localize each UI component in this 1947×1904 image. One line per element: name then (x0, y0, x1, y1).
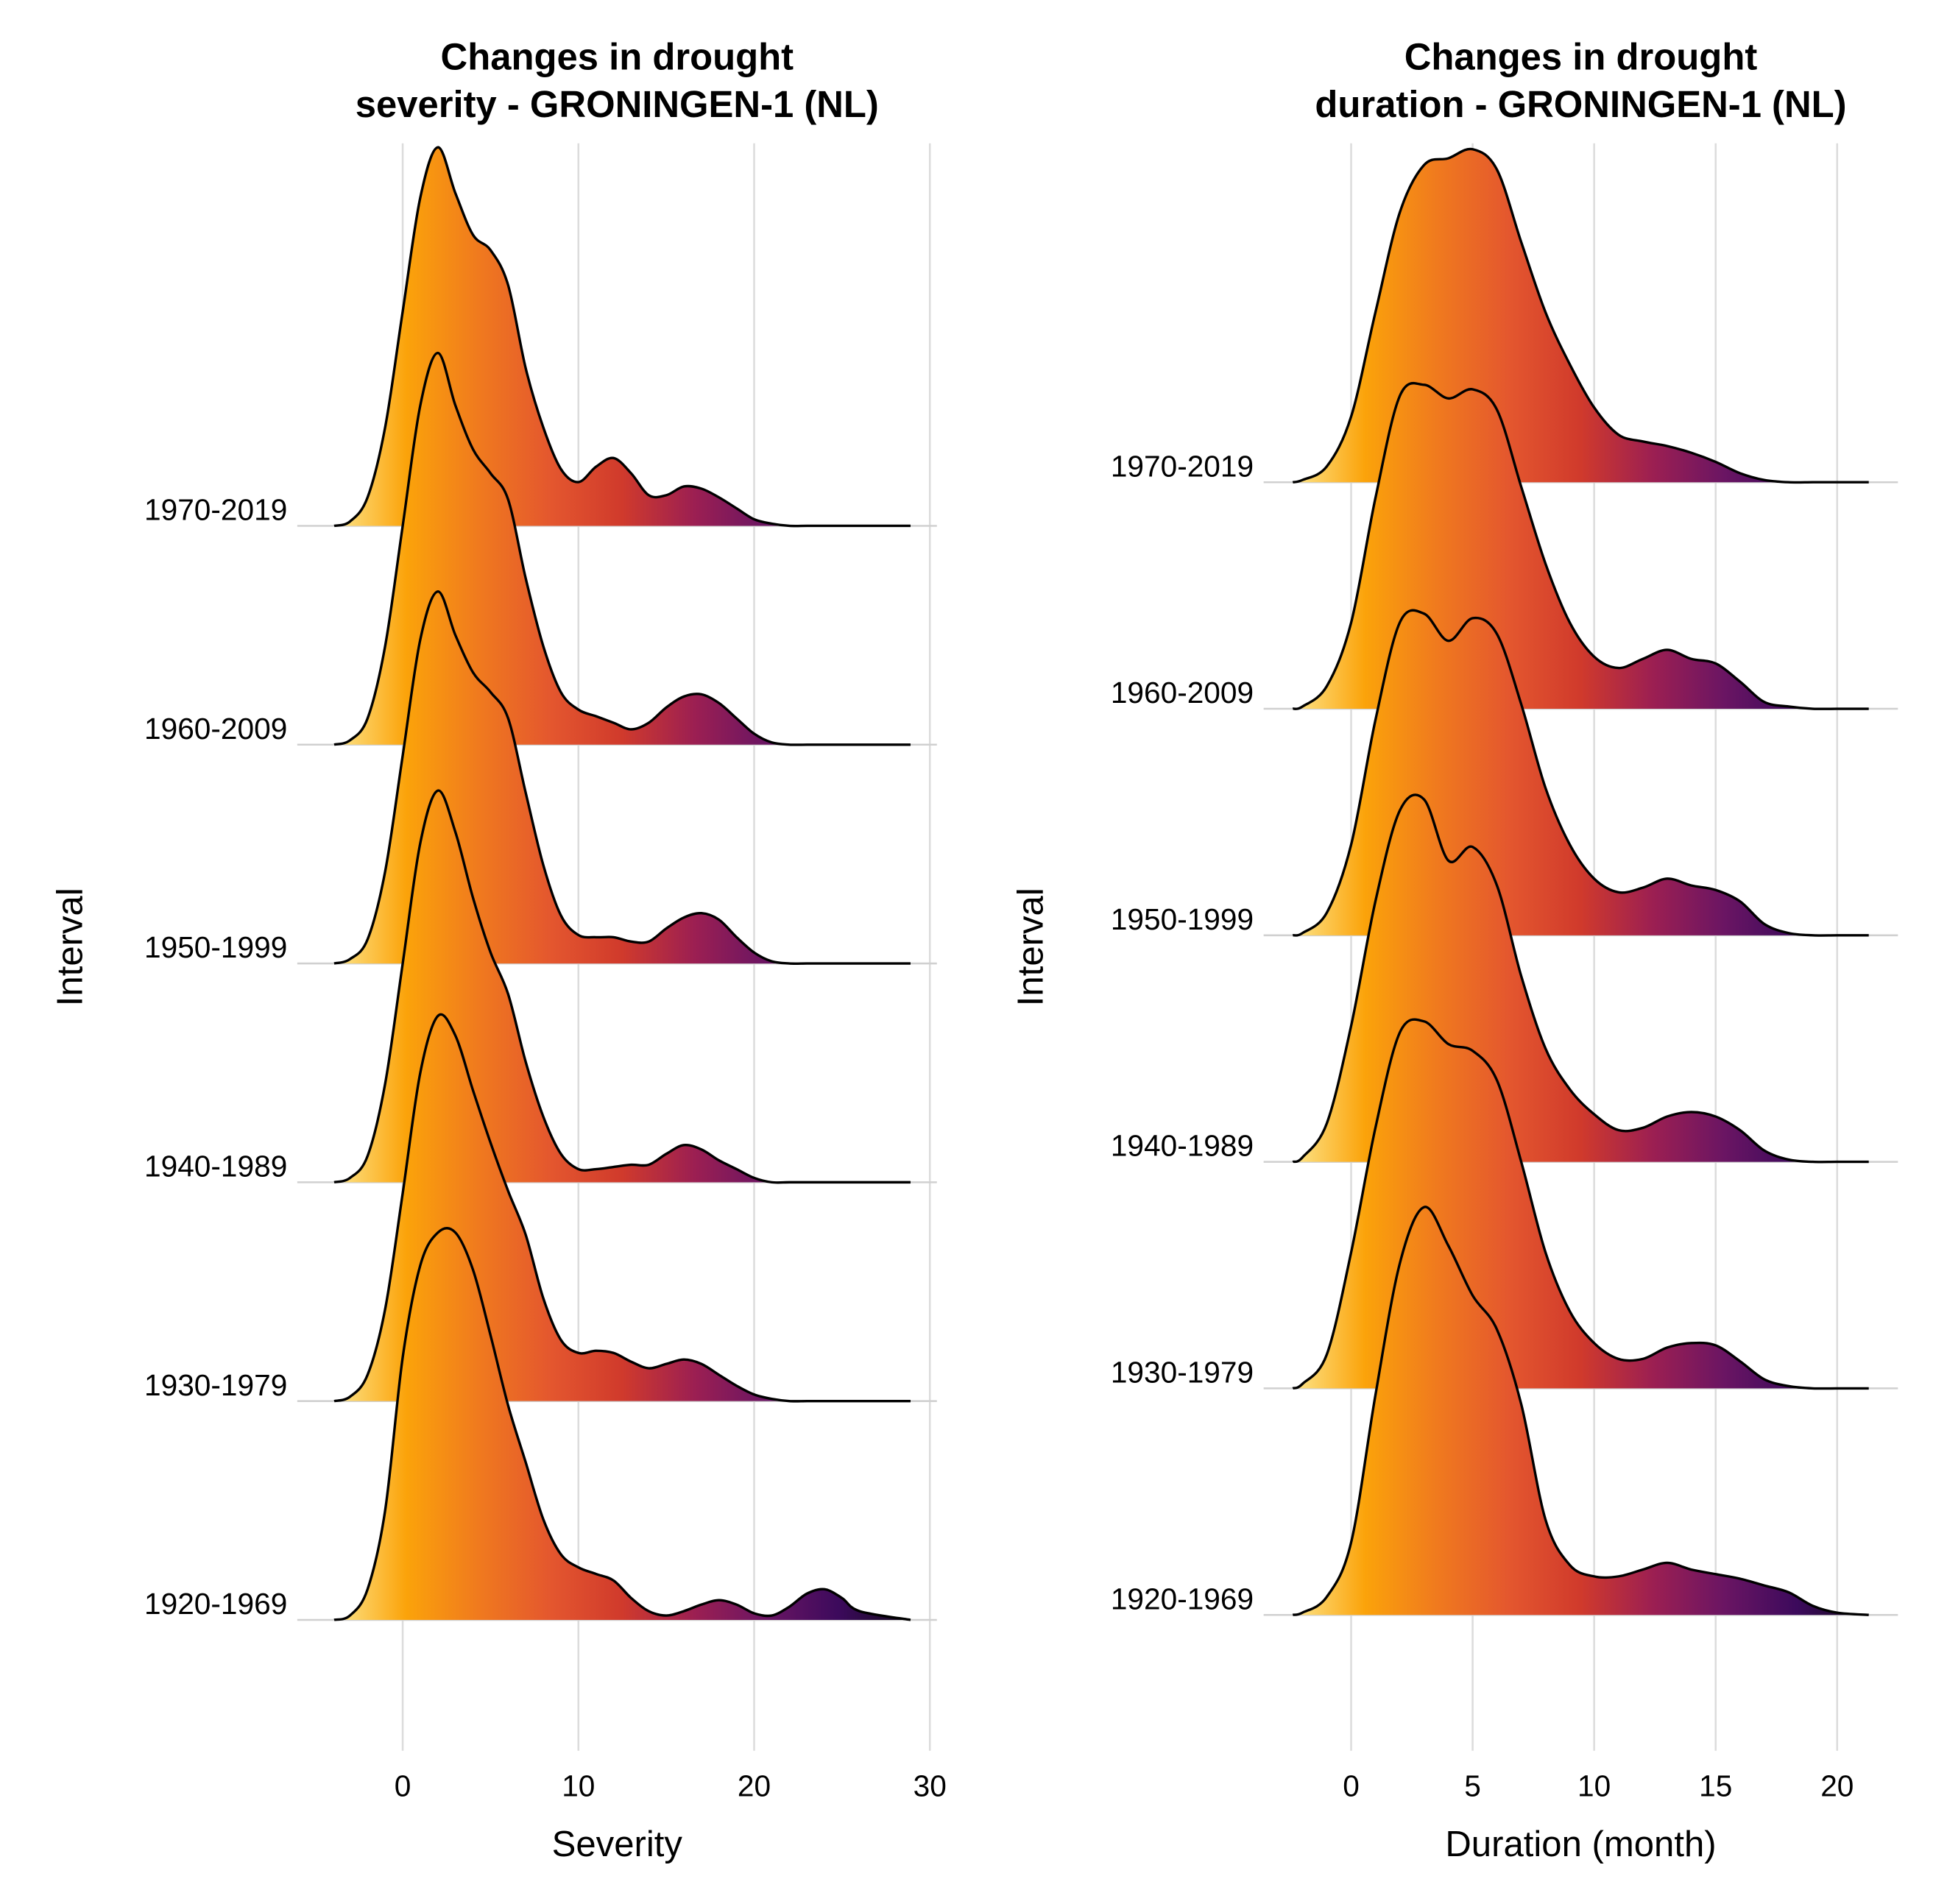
y-tick-label: 1960-2009 (144, 712, 287, 746)
x-tick-label: 10 (1577, 1769, 1611, 1802)
ridge-outline (1292, 609, 1869, 937)
background (4, 0, 1943, 1904)
chart-title: Changes in drought (1404, 36, 1758, 78)
ridge-outline (333, 351, 911, 746)
x-tick-label: 0 (1343, 1769, 1360, 1802)
ridge-outline (1292, 1018, 1869, 1390)
y-tick-label: 1920-1969 (144, 1587, 287, 1621)
x-tick-label: 0 (395, 1769, 411, 1802)
y-tick-label: 1920-1969 (1111, 1582, 1254, 1615)
y-tick-label: 1970-2019 (1111, 449, 1254, 483)
chart-title: severity - GRONINGEN-1 (NL) (356, 83, 879, 125)
x-tick-label: 5 (1464, 1769, 1481, 1802)
x-tick-label: 30 (914, 1769, 947, 1802)
y-axis-label: Interval (1011, 888, 1051, 1006)
ridge-area (333, 591, 911, 964)
ridge-outline (333, 789, 911, 1184)
chart-title: Changes in drought (441, 36, 794, 78)
y-tick-label: 1930-1979 (1111, 1356, 1254, 1390)
ridge-outline (1292, 793, 1869, 1164)
x-tick-label: 20 (738, 1769, 771, 1802)
y-tick-label: 1930-1979 (144, 1368, 287, 1402)
ridge-area (333, 1228, 911, 1620)
y-tick-label: 1950-1999 (1111, 902, 1254, 936)
chart-title: duration - GRONINGEN-1 (NL) (1315, 83, 1846, 125)
x-axis-label: Severity (552, 1825, 683, 1864)
y-tick-label: 1940-1989 (1111, 1129, 1254, 1163)
x-tick-label: 20 (1820, 1769, 1854, 1802)
ridge-outline (1292, 1206, 1869, 1616)
y-tick-label: 1960-2009 (1111, 676, 1254, 709)
ridge-outline (333, 146, 911, 528)
ridge-outline (333, 1227, 911, 1621)
ridge-outline (1292, 382, 1869, 710)
y-tick-label: 1940-1989 (144, 1149, 287, 1183)
ridge-outline (333, 590, 911, 965)
y-axis-label: Interval (50, 888, 90, 1006)
ridge-outline (333, 1013, 911, 1403)
ridge-outline (1292, 147, 1869, 484)
ridge-area (333, 790, 911, 1183)
y-tick-label: 1950-1999 (144, 930, 287, 964)
x-tick-label: 15 (1699, 1769, 1732, 1802)
x-axis-label: Duration (month) (1445, 1825, 1716, 1864)
x-tick-label: 10 (562, 1769, 595, 1802)
ridge-area (333, 353, 911, 745)
ridge-area (1293, 1206, 1869, 1615)
y-tick-label: 1970-2019 (144, 493, 287, 527)
